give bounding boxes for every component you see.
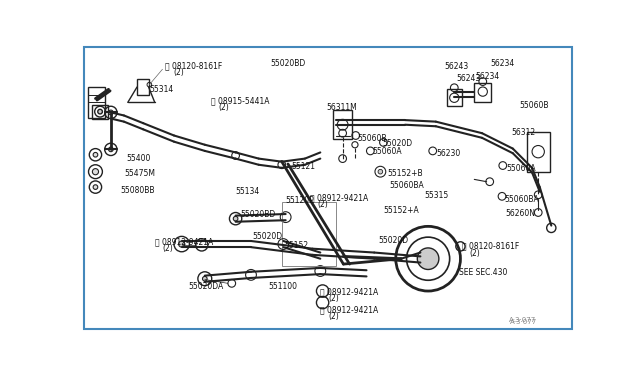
Circle shape	[234, 217, 238, 221]
Text: ⓝ 08912-9421A: ⓝ 08912-9421A	[310, 193, 368, 202]
Text: (2): (2)	[317, 200, 328, 209]
Text: 55020D: 55020D	[378, 235, 408, 245]
Circle shape	[98, 109, 102, 114]
Text: 55020D: 55020D	[382, 140, 412, 148]
Bar	[333, 110, 352, 140]
Text: 55020DA: 55020DA	[188, 282, 223, 291]
Text: 56234: 56234	[475, 71, 499, 81]
Circle shape	[417, 248, 439, 269]
Text: 56312: 56312	[511, 128, 536, 137]
Text: (2): (2)	[173, 68, 184, 77]
Text: 55475M: 55475M	[124, 169, 155, 179]
Bar	[527, 132, 550, 172]
Circle shape	[179, 241, 185, 247]
Text: 55121: 55121	[292, 162, 316, 171]
Text: 55152+B: 55152+B	[387, 169, 423, 179]
Text: (2): (2)	[328, 312, 339, 321]
Bar	[474, 83, 492, 102]
Circle shape	[93, 153, 98, 157]
Text: 55315: 55315	[424, 191, 449, 200]
Text: 55152: 55152	[284, 241, 308, 250]
Text: ⓝ 08912-9421A: ⓝ 08912-9421A	[320, 305, 378, 314]
Text: (2): (2)	[163, 244, 173, 253]
Text: ⓦ 08915-5441A: ⓦ 08915-5441A	[211, 96, 269, 105]
Text: 56243: 56243	[456, 74, 481, 83]
Text: 55080BB: 55080BB	[120, 186, 155, 195]
Text: 55020BD: 55020BD	[270, 58, 305, 67]
Text: 56230: 56230	[436, 148, 461, 158]
Text: A·3·077: A·3·077	[509, 319, 537, 325]
Text: 55060A: 55060A	[506, 164, 536, 173]
Text: ⓝ 08912-9421A: ⓝ 08912-9421A	[320, 287, 378, 296]
Text: ⓝ 08912-9421A: ⓝ 08912-9421A	[155, 237, 213, 246]
Text: 55134: 55134	[236, 187, 260, 196]
Text: 55152+A: 55152+A	[383, 206, 419, 215]
Bar	[88, 87, 105, 118]
Text: SEE SEC.430: SEE SEC.430	[459, 268, 508, 277]
Circle shape	[92, 169, 99, 175]
Circle shape	[109, 147, 113, 152]
Text: 56243: 56243	[444, 62, 468, 71]
Text: (2): (2)	[470, 249, 481, 258]
Text: 56234: 56234	[490, 58, 515, 67]
Text: Ⓑ 08120-8161F: Ⓑ 08120-8161F	[164, 62, 222, 71]
Text: 55060B: 55060B	[519, 101, 548, 110]
Text: (2): (2)	[219, 103, 229, 112]
Text: 56311M: 56311M	[326, 103, 357, 112]
Text: 551100: 551100	[268, 282, 297, 291]
Circle shape	[202, 276, 207, 281]
Text: 55314: 55314	[149, 85, 173, 94]
Bar	[282, 202, 336, 266]
Circle shape	[93, 185, 98, 189]
Circle shape	[109, 110, 113, 115]
Bar	[92, 105, 108, 119]
Text: 55020BD: 55020BD	[240, 210, 275, 219]
Text: 55060A: 55060A	[372, 147, 403, 156]
Bar	[447, 89, 462, 106]
Text: 56260N: 56260N	[505, 209, 535, 218]
Bar	[137, 78, 148, 96]
Text: 55400: 55400	[126, 154, 150, 163]
Text: Ⓑ 08120-8161F: Ⓑ 08120-8161F	[462, 242, 519, 251]
Text: 55060BA: 55060BA	[504, 195, 539, 204]
Text: 55020D: 55020D	[253, 232, 283, 241]
Text: 55120P: 55120P	[285, 196, 314, 205]
Text: (2): (2)	[328, 294, 339, 303]
Circle shape	[378, 169, 383, 174]
Text: 55060B: 55060B	[357, 134, 387, 143]
Text: A·3·077: A·3·077	[509, 317, 536, 323]
Text: 55060BA: 55060BA	[390, 181, 424, 190]
